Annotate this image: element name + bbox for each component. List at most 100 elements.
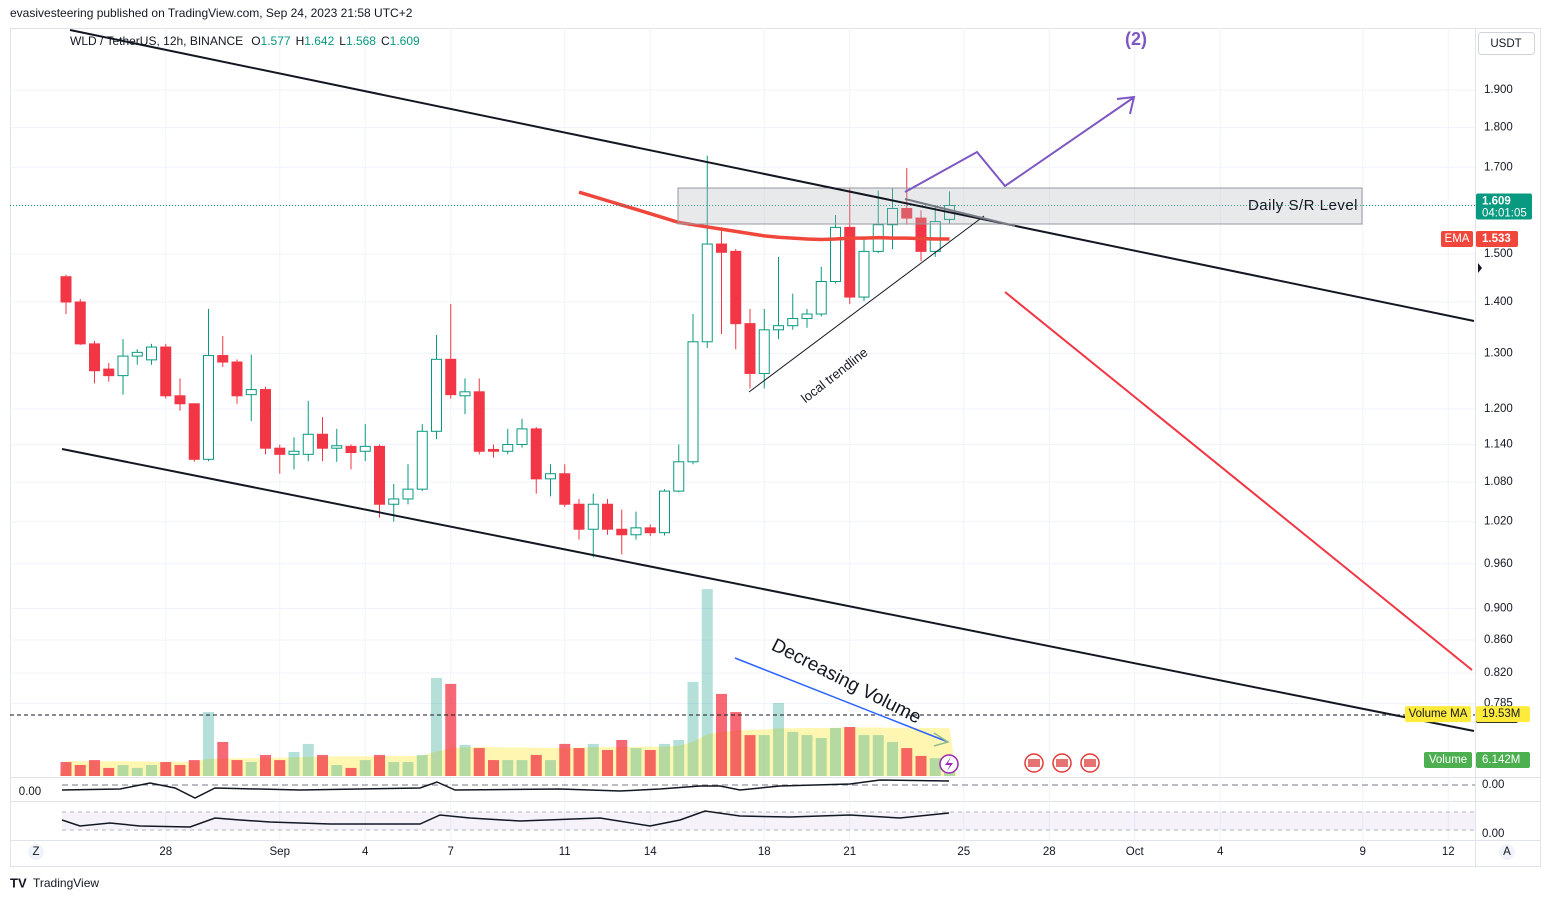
channel-lower — [61, 448, 1475, 732]
axis-button[interactable] — [28, 844, 44, 860]
y-tick-label: 0.860 — [1484, 634, 1513, 646]
legend-letter: H — [296, 34, 305, 48]
volume-bar — [673, 739, 685, 776]
candle-body — [473, 391, 485, 452]
candle-body — [929, 221, 941, 252]
candle-body — [274, 447, 286, 455]
candle-body — [89, 343, 100, 372]
projection-path — [904, 97, 1134, 193]
candle-body — [915, 217, 927, 252]
volume-trend — [734, 657, 949, 743]
volume-bar — [317, 754, 328, 776]
x-tick-label: 7 — [448, 846, 454, 858]
candle-body — [302, 433, 314, 455]
volume-bar — [929, 758, 941, 776]
y-tick-label: 1.500 — [1484, 248, 1513, 260]
publisher-note: evasivesteering published on TradingView… — [10, 6, 413, 20]
breakout-line — [904, 198, 1016, 227]
y-tick-label: 0.900 — [1484, 603, 1513, 615]
volume-bar — [801, 735, 813, 776]
grid — [10, 28, 1475, 840]
candle-body — [630, 527, 642, 536]
candle-body — [359, 445, 371, 452]
volume-bar — [445, 683, 457, 776]
volume-bar — [701, 589, 713, 776]
y-tick-label: 1.140 — [1484, 439, 1513, 451]
indicator-tick-label: 0.00 — [1482, 779, 1504, 791]
axis-button[interactable] — [1499, 844, 1515, 860]
candle-body — [416, 430, 428, 490]
candle-body — [545, 473, 556, 480]
alert-icon-bolt — [945, 757, 953, 771]
legend-value: 1.609 — [390, 34, 420, 48]
x-tick-label: 21 — [843, 846, 856, 858]
currency-button[interactable] — [1478, 32, 1535, 55]
volume-bar — [188, 760, 200, 776]
volume-bar — [773, 702, 784, 776]
volume-name-box — [1424, 752, 1472, 768]
volume-ma-value-box — [1476, 706, 1530, 723]
volume-bar — [74, 764, 86, 776]
candle-body — [901, 207, 913, 219]
volume-bar — [302, 743, 314, 776]
volume-bar — [545, 760, 556, 776]
volume-bar — [231, 760, 243, 776]
volume-bar — [431, 678, 442, 776]
volume-bar — [844, 727, 856, 776]
chart-frame — [10, 28, 1541, 867]
sr-zone — [677, 187, 1363, 225]
ema-value-box — [1476, 231, 1518, 248]
ema-name: EMA — [1445, 233, 1470, 245]
volume-bar — [502, 760, 514, 776]
volume-bar — [459, 744, 471, 776]
indicator-tick-label: 0.00 — [1482, 828, 1504, 840]
candle-body — [445, 358, 457, 396]
indicator-panes: 0.00 0.00 0.00 — [19, 779, 1505, 840]
candle-body — [74, 301, 86, 345]
candle-body — [459, 391, 471, 397]
volume-bar — [402, 762, 414, 776]
legend-value: 1.577 — [261, 34, 291, 48]
brand-logo: TV — [10, 875, 27, 890]
projection-arrowhead — [1116, 95, 1136, 115]
x-tick-label: 28 — [159, 846, 172, 858]
indicator-line — [61, 810, 950, 828]
volume-bar — [416, 754, 428, 776]
y-tick-label: 1.800 — [1484, 122, 1513, 134]
volume-bar — [730, 712, 742, 776]
local-trendline — [748, 215, 985, 393]
candle-body — [659, 490, 670, 534]
volume-bar — [716, 693, 727, 776]
candle-body — [117, 355, 129, 377]
candle-body — [174, 395, 186, 405]
volume-bar — [117, 764, 129, 776]
volume-bar — [587, 743, 599, 776]
candle-body — [858, 250, 870, 298]
candle-body — [203, 355, 214, 460]
candle-body — [716, 243, 727, 253]
candle-body — [573, 503, 585, 530]
candle-body — [217, 355, 229, 363]
legend-value: 1.568 — [346, 34, 376, 48]
candle-body — [260, 389, 271, 449]
ema-value: 1.533 — [1482, 233, 1511, 245]
volume-bar — [160, 762, 172, 776]
y-tick-label: 0.960 — [1484, 558, 1513, 570]
legend-symbol: WLD / TetherUS, 12h, BINANCE — [70, 34, 243, 48]
volume-bar — [260, 754, 271, 776]
pane-band — [62, 812, 1475, 830]
volume-bar — [687, 681, 699, 776]
scroll-marker — [1478, 263, 1482, 273]
candle-body — [687, 341, 699, 463]
wave-label: (2) — [1125, 29, 1147, 49]
x-tick-label: 28 — [1043, 846, 1056, 858]
volume-bar — [274, 760, 286, 776]
x-tick-label: 4 — [1217, 846, 1224, 858]
volume-bar — [288, 751, 300, 776]
x-tick-label: 4 — [362, 846, 369, 858]
candle-body — [431, 358, 442, 432]
legend-value: 1.642 — [304, 34, 334, 48]
volume-bar — [830, 727, 841, 776]
volume-bar — [872, 735, 884, 776]
